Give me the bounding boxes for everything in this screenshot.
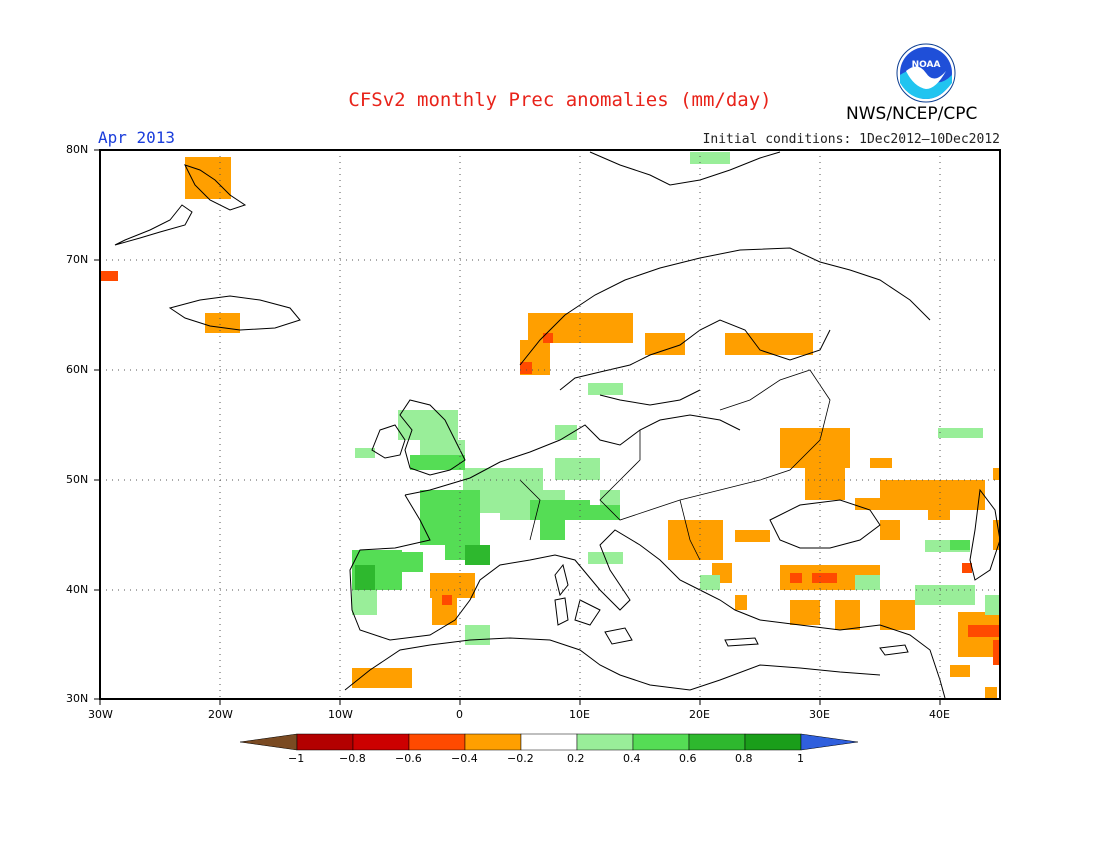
anomaly-spain-east [430, 573, 475, 598]
colorbar-label: 0.8 [735, 752, 753, 765]
lat-label: 70N [66, 253, 89, 266]
axis-ticks [94, 149, 941, 705]
lon-label: 30E [809, 708, 830, 721]
anomaly-france [420, 490, 480, 545]
lon-label: 10E [569, 708, 590, 721]
colorbar-label: −0.4 [451, 752, 478, 765]
colorbar-label: −0.6 [395, 752, 422, 765]
colorbar-label: 0.4 [623, 752, 641, 765]
lat-label: 80N [66, 143, 89, 156]
colorbar-label: 0.6 [679, 752, 697, 765]
grid-lines [100, 150, 1000, 699]
anomaly-southern-france [465, 545, 490, 565]
anomaly-morocco [352, 668, 412, 688]
noaa-logo-text: NOAA [912, 60, 941, 70]
colorbar-bin [352, 733, 410, 751]
colorbar-label: −1 [288, 752, 305, 765]
anomaly-russia-south [780, 428, 850, 468]
lat-label: 30N [66, 692, 89, 705]
colorbar-label: 0.2 [567, 752, 585, 765]
lon-label: 40E [929, 708, 950, 721]
lon-label: 0 [456, 708, 463, 721]
anomaly-svalbard [185, 157, 231, 199]
colorbar-bin [520, 733, 578, 751]
anomaly-fills [100, 152, 1000, 699]
anomaly-iceland [205, 313, 240, 333]
colorbar-bin [688, 733, 746, 751]
colorbar-bin [632, 733, 690, 751]
colorbar-bin [296, 733, 354, 751]
colorbar-high-arrow [800, 733, 859, 751]
colorbar [239, 733, 859, 751]
colorbar-low-arrow [239, 733, 298, 751]
colorbar-label: −0.8 [339, 752, 366, 765]
lon-label: 30W [88, 708, 113, 721]
colorbar-bin [464, 733, 522, 751]
agency-label: NWS/NCEP/CPC [846, 104, 978, 124]
lon-label: 10W [328, 708, 353, 721]
lon-label: 20E [689, 708, 710, 721]
colorbar-label: 1 [797, 752, 804, 765]
colorbar-label: −0.2 [507, 752, 534, 765]
colorbar-bin [744, 733, 802, 751]
noaa-logo: NOAA [896, 43, 956, 103]
anomaly-greenland [100, 271, 118, 281]
anomaly-balkans [668, 520, 723, 560]
anomaly-finland [645, 333, 685, 355]
anomaly-iberia-nw [355, 565, 375, 590]
lon-label: 20W [208, 708, 233, 721]
initial-conditions: Initial conditions: 1Dec2012—10Dec2012 [702, 132, 1000, 147]
anomaly-svalbard-east [690, 152, 730, 164]
map-title: CFSv2 monthly Prec anomalies (mm/day) [348, 89, 772, 111]
anomaly-british-isles [398, 410, 458, 440]
forecast-month: Apr 2013 [98, 128, 176, 147]
lat-label: 50N [66, 473, 89, 486]
lat-label: 40N [66, 583, 89, 596]
colorbar-bin [576, 733, 634, 751]
colorbar-bin [408, 733, 466, 751]
map-frame [99, 149, 1001, 700]
lat-label: 60N [66, 363, 89, 376]
